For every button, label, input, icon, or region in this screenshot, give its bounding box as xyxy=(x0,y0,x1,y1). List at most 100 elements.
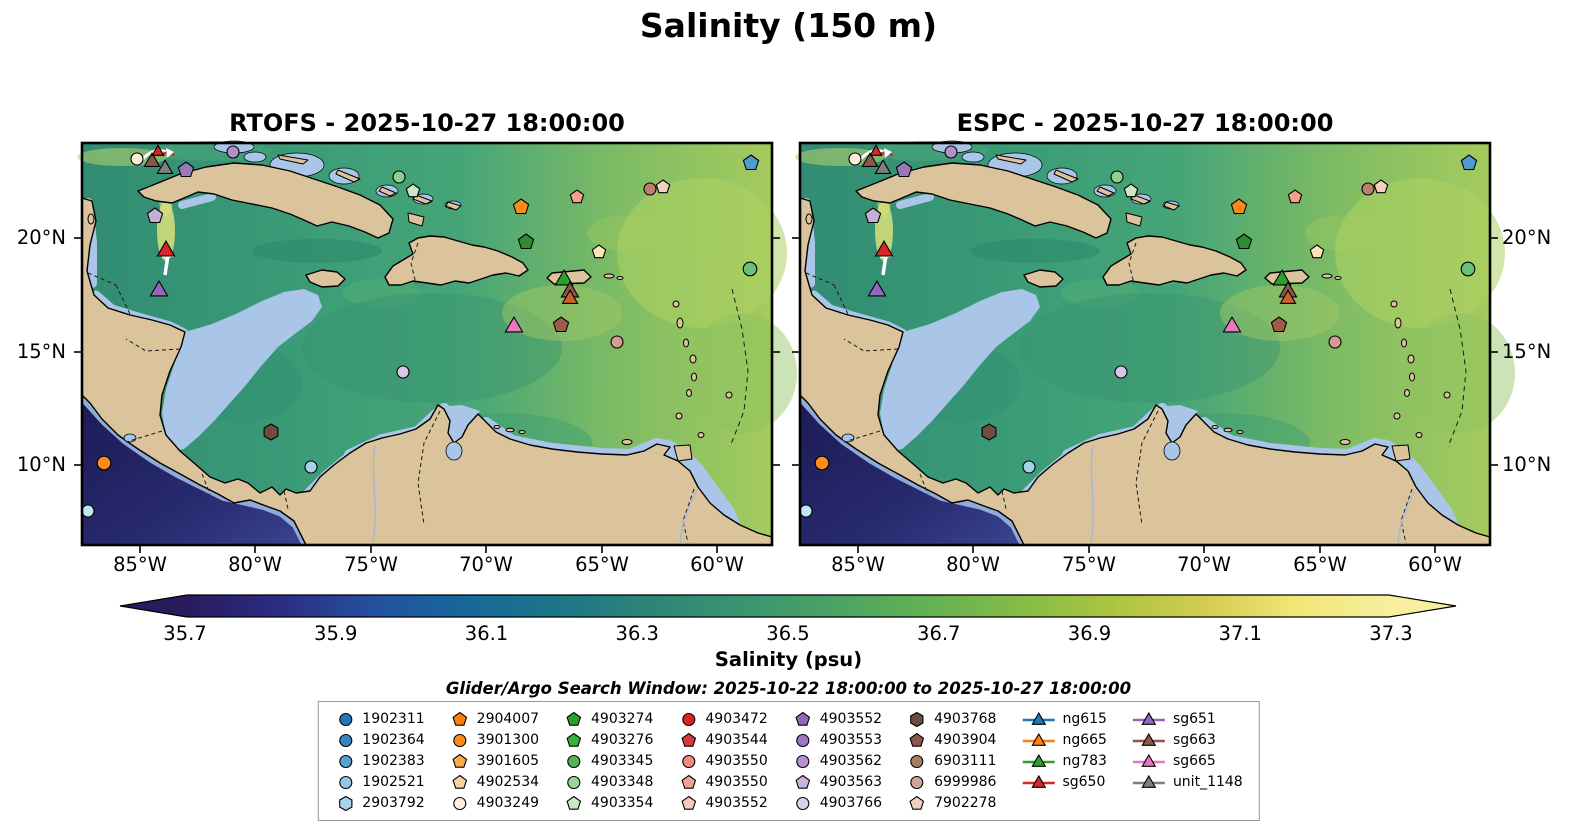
legend-column: 4903472 4903544 4903550 4903550 4903552 xyxy=(677,709,768,813)
map-marker-circle xyxy=(396,365,410,379)
legend-item: 3901300 xyxy=(449,730,539,750)
lakes xyxy=(841,433,1181,461)
legend-item-label: 6903111 xyxy=(934,753,997,769)
legend-item: 4902534 xyxy=(449,772,539,792)
legend-item-label: 2904007 xyxy=(476,711,540,727)
colorbar-tick-label: 35.7 xyxy=(163,622,207,645)
y-tick-label: 10°N xyxy=(1502,453,1552,476)
x-tick-label: 85°W xyxy=(831,553,885,576)
map-marker-hexagon xyxy=(338,795,352,812)
legend-marker-pentagon xyxy=(452,753,468,768)
legend-item: 4903348 xyxy=(563,772,653,792)
map-marker-circle xyxy=(681,754,695,769)
legend-item-label: 4903354 xyxy=(591,795,654,811)
map-marker-circle xyxy=(392,170,406,184)
legend: 1902311 1902364 1902383 1902521 2903792 29040… xyxy=(317,701,1260,821)
legend-item-label: 1902521 xyxy=(362,774,425,790)
map-marker-pentagon xyxy=(1373,179,1389,194)
map-espc xyxy=(792,140,1515,553)
legend-item: 4903550 xyxy=(677,772,768,792)
colorbar xyxy=(119,594,1457,618)
map-marker-triangle xyxy=(561,289,579,304)
legend-column: 1902311 1902364 1902383 1902521 2903792 xyxy=(334,709,425,813)
axis-ticks xyxy=(74,237,780,553)
map-marker-pentagon xyxy=(1230,198,1248,215)
legend-item: ng665 xyxy=(1020,730,1107,750)
map-marker-pentagon xyxy=(795,711,811,726)
legend-item: 1902311 xyxy=(334,709,425,729)
legend-item: sg650 xyxy=(1020,772,1106,792)
legend-item-label: unit_1148 xyxy=(1172,774,1243,790)
legend-column: 4903552 4903553 4903562 4903563 4903766 xyxy=(792,709,882,813)
legend-item-label: 4903562 xyxy=(819,753,883,769)
legend-marker-pentagon xyxy=(681,795,696,810)
map-marker-triangle xyxy=(504,316,524,333)
legend-marker-circle xyxy=(453,796,467,811)
map-marker-circle xyxy=(567,754,581,769)
legend-item: 1902383 xyxy=(334,751,425,771)
map-marker-circle xyxy=(338,775,352,790)
legend-column: 4903768 4903904 6903111 6999986 7902278 xyxy=(906,709,996,813)
lakes xyxy=(123,433,463,461)
legend-item-label: 3901605 xyxy=(476,753,540,769)
legend-item: 4903345 xyxy=(563,751,653,771)
legend-item: ng615 xyxy=(1020,709,1107,729)
legend-item: 4903553 xyxy=(792,730,882,750)
legend-item-label: 4903553 xyxy=(819,732,883,748)
colorbar-tick-label: 36.1 xyxy=(464,622,509,645)
x-tick-label: 60°W xyxy=(690,553,744,576)
map-marker-circle xyxy=(96,455,112,471)
legend-marker-pentagon xyxy=(681,774,696,789)
map-marker-circle xyxy=(1361,182,1375,196)
map-marker-pentagon xyxy=(452,711,468,726)
legend-item-label: ng783 xyxy=(1062,753,1107,769)
map-marker-triangle xyxy=(1272,269,1292,286)
legend-marker-glider xyxy=(1022,711,1055,725)
map-marker-hexagon xyxy=(910,711,924,728)
search-window-subtitle: Glider/Argo Search Window: 2025-10-22 18… xyxy=(445,679,1132,698)
map-rtofs xyxy=(74,140,797,553)
map-marker-pentagon xyxy=(566,711,582,726)
map-marker-circle xyxy=(338,712,352,727)
y-tick-label: 20°N xyxy=(16,226,66,249)
legend-item-label: 4903552 xyxy=(819,711,883,727)
map-marker-circle xyxy=(796,796,810,811)
map-marker-circle xyxy=(130,152,144,166)
legend-item: 2904007 xyxy=(449,709,539,729)
legend-item: 2903792 xyxy=(334,793,425,813)
legend-marker-circle xyxy=(338,712,352,727)
legend-marker-glider xyxy=(1022,732,1055,746)
map-marker-triangle xyxy=(1279,289,1297,304)
map-marker-triangle xyxy=(874,239,894,257)
legend-item-label: 4903550 xyxy=(705,753,768,769)
map-marker-triangle xyxy=(869,144,883,156)
map-marker-circle xyxy=(226,145,240,159)
legend-item: 6999986 xyxy=(906,772,996,792)
legend-column: 2904007 3901300 3901605 4902534 4903249 xyxy=(449,709,539,813)
legend-item: sg663 xyxy=(1131,730,1243,750)
figure-title: Salinity (150 m) xyxy=(639,6,938,45)
legend-column: 4903274 4903276 4903345 4903348 4903354 xyxy=(563,709,653,813)
legend-item: 4903563 xyxy=(792,772,882,792)
map-marker-circle xyxy=(567,775,581,790)
legend-item: 4903274 xyxy=(563,709,653,729)
legend-item-label: 4903552 xyxy=(705,795,768,811)
legend-item: 4903354 xyxy=(563,793,653,813)
map-marker-circle xyxy=(1110,170,1124,184)
legend-item: 1902521 xyxy=(334,772,425,792)
legend-item: 4903276 xyxy=(563,730,653,750)
map-marker-pentagon xyxy=(146,207,164,224)
map-marker-circle xyxy=(1460,261,1476,277)
legend-item: 4903904 xyxy=(906,730,996,750)
x-tick-label: 65°W xyxy=(575,553,629,576)
legend-marker-circle xyxy=(567,775,581,790)
map-marker-circle xyxy=(681,712,695,727)
map-marker-pentagon xyxy=(1235,233,1253,250)
legend-marker-pentagon xyxy=(909,732,925,747)
map-marker-pentagon xyxy=(681,795,696,810)
legend-marker-circle xyxy=(567,754,581,769)
legend-marker-pentagon xyxy=(566,732,582,747)
legend-marker-circle xyxy=(338,733,352,748)
legend-marker-glider xyxy=(1022,774,1055,788)
